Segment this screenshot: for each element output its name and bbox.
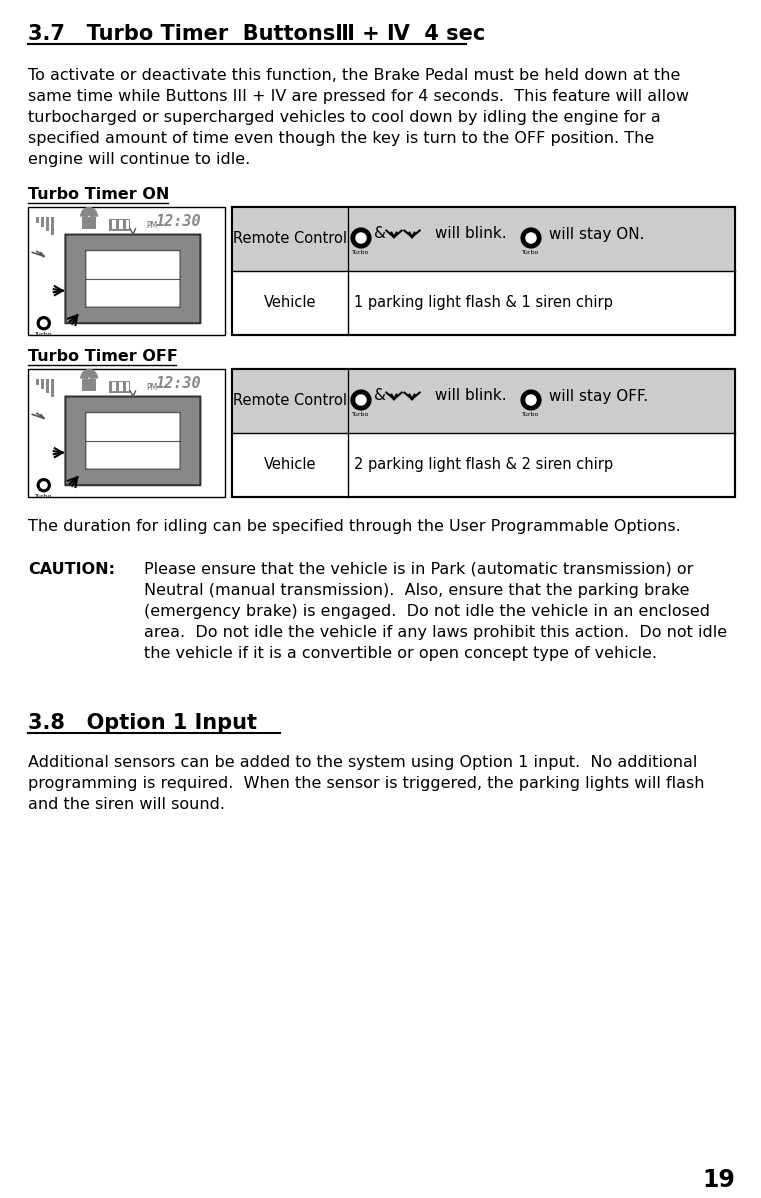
Text: Vehicle: Vehicle <box>264 456 317 472</box>
Text: programming is required.  When the sensor is triggered, the parking lights will : programming is required. When the sensor… <box>28 776 705 791</box>
Text: To activate or deactivate this function, the Brake Pedal must be held down at th: To activate or deactivate this function,… <box>28 68 680 83</box>
Text: 12:30: 12:30 <box>156 376 202 391</box>
Bar <box>232 369 735 432</box>
Bar <box>232 369 735 497</box>
Circle shape <box>521 228 541 248</box>
Bar <box>112 382 116 391</box>
Text: Turbo Timer ON: Turbo Timer ON <box>28 187 170 202</box>
Text: will blink.: will blink. <box>430 226 507 242</box>
Text: CAUTION:: CAUTION: <box>28 562 115 577</box>
Text: Vehicle: Vehicle <box>264 295 317 310</box>
Bar <box>232 207 735 271</box>
Text: and the siren will sound.: and the siren will sound. <box>28 797 225 812</box>
Circle shape <box>40 320 47 327</box>
Text: Turbo: Turbo <box>522 250 540 255</box>
Circle shape <box>526 395 536 405</box>
Text: 2 parking light flash & 2 siren chirp: 2 parking light flash & 2 siren chirp <box>354 456 613 472</box>
Text: Turbo Timer OFF: Turbo Timer OFF <box>28 349 178 364</box>
Text: Turbo: Turbo <box>522 412 540 417</box>
FancyBboxPatch shape <box>65 397 200 485</box>
Bar <box>46 379 49 393</box>
Text: engine will continue to idle.: engine will continue to idle. <box>28 152 250 167</box>
Text: Turbo: Turbo <box>35 494 53 500</box>
Bar <box>28 207 225 335</box>
Text: turbocharged or supercharged vehicles to cool down by idling the engine for a: turbocharged or supercharged vehicles to… <box>28 110 661 125</box>
Text: Neutral (manual transmission).  Also, ensure that the parking brake: Neutral (manual transmission). Also, ens… <box>144 583 689 598</box>
Circle shape <box>40 482 47 489</box>
Bar <box>36 217 39 223</box>
FancyBboxPatch shape <box>86 412 180 470</box>
Text: 19: 19 <box>702 1168 735 1192</box>
Circle shape <box>356 232 366 243</box>
Text: Remote Control: Remote Control <box>233 231 347 246</box>
Text: the vehicle if it is a convertible or open concept type of vehicle.: the vehicle if it is a convertible or op… <box>144 646 657 661</box>
Text: PM: PM <box>146 383 158 392</box>
Bar <box>126 382 129 391</box>
Bar <box>232 207 735 335</box>
Circle shape <box>351 228 371 248</box>
Bar <box>82 379 96 391</box>
Text: 3.7   Turbo Timer  ButtonsⅢ + Ⅳ  4 sec: 3.7 Turbo Timer ButtonsⅢ + Ⅳ 4 sec <box>28 24 486 44</box>
Bar <box>36 379 39 385</box>
Bar <box>41 379 44 388</box>
Text: will blink.: will blink. <box>430 388 507 404</box>
Text: Turbo: Turbo <box>352 412 370 417</box>
Bar <box>112 219 116 229</box>
Bar <box>232 207 735 335</box>
Circle shape <box>356 395 366 405</box>
Text: The duration for idling can be specified through the User Programmable Options.: The duration for idling can be specified… <box>28 519 681 534</box>
Text: Please ensure that the vehicle is in Park (automatic transmission) or: Please ensure that the vehicle is in Par… <box>144 562 693 577</box>
Bar <box>232 369 735 497</box>
Bar <box>51 379 54 397</box>
Text: (emergency brake) is engaged.  Do not idle the vehicle in an enclosed: (emergency brake) is engaged. Do not idl… <box>144 604 710 619</box>
Bar <box>46 217 49 231</box>
Circle shape <box>521 391 541 410</box>
Text: Turbo: Turbo <box>35 332 53 337</box>
Text: &: & <box>374 226 391 242</box>
Text: Remote Control: Remote Control <box>233 393 347 409</box>
Circle shape <box>351 391 371 410</box>
Text: Turbo: Turbo <box>352 250 370 255</box>
Bar <box>126 219 129 229</box>
Text: 12:30: 12:30 <box>156 214 202 229</box>
Text: 1 parking light flash & 1 siren chirp: 1 parking light flash & 1 siren chirp <box>354 295 613 310</box>
Circle shape <box>37 316 50 329</box>
Bar <box>82 217 96 229</box>
Circle shape <box>526 232 536 243</box>
Text: Additional sensors can be added to the system using Option 1 input.  No addition: Additional sensors can be added to the s… <box>28 755 697 770</box>
Text: &: & <box>374 388 391 404</box>
Text: will stay ON.: will stay ON. <box>544 226 645 242</box>
Circle shape <box>37 479 50 491</box>
Text: PM: PM <box>146 220 158 230</box>
Text: 3.8   Option 1 Input: 3.8 Option 1 Input <box>28 713 257 733</box>
Bar <box>109 381 130 393</box>
FancyBboxPatch shape <box>86 250 180 307</box>
Bar <box>28 369 225 497</box>
FancyBboxPatch shape <box>65 235 200 323</box>
Text: specified amount of time even though the key is turn to the OFF position. The: specified amount of time even though the… <box>28 131 654 146</box>
Text: will stay OFF.: will stay OFF. <box>544 388 648 404</box>
Bar <box>119 382 123 391</box>
Bar <box>109 219 130 231</box>
Bar <box>119 219 123 229</box>
Text: area.  Do not idle the vehicle if any laws prohibit this action.  Do not idle: area. Do not idle the vehicle if any law… <box>144 625 727 640</box>
Text: same time while Buttons III + IV are pressed for 4 seconds.  This feature will a: same time while Buttons III + IV are pre… <box>28 89 689 104</box>
Bar <box>41 217 44 226</box>
Bar <box>51 217 54 235</box>
